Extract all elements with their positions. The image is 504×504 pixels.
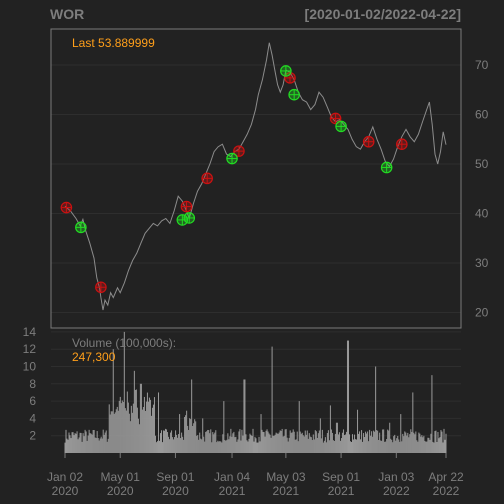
sell-signals [60,72,408,294]
x-tick-label-year: 2020 [107,484,134,498]
x-tick-label-year: 2022 [383,484,410,498]
volume-bars [64,331,447,453]
buy-signal-marker [280,65,292,77]
sell-signal-marker [233,145,245,157]
volume-tick-label: 6 [29,394,36,408]
volume-tick-label: 8 [29,377,36,391]
buy-signal-marker [75,221,87,234]
x-tick-label-date: Sep 01 [156,470,194,484]
buy-signal-marker [380,161,393,174]
x-tick-label-date: Apr 22 [428,470,464,484]
sell-signal-marker [60,201,73,214]
sell-signal-marker [95,281,107,294]
x-tick-label-date: Jan 04 [214,470,250,484]
buy-signal-marker [226,152,238,165]
volume-tick-label: 4 [29,411,36,425]
x-tick-label-year: 2020 [162,484,189,498]
x-tick-label-date: May 01 [101,470,141,484]
volume-tick-label: 10 [23,360,37,374]
x-tick-label-year: 2020 [52,484,79,498]
x-tick-label-year: 2021 [328,484,355,498]
x-tick-label-date: Jan 03 [378,470,414,484]
price-tick-label: 20 [475,306,489,320]
buy-signal-marker [183,212,196,224]
price-grid [51,64,461,313]
buy-signal-marker [335,120,347,133]
x-tick-label-date: Jan 02 [47,470,83,484]
ticker-title: WOR [50,6,84,22]
sell-signal-marker [329,112,342,125]
price-tick-label: 40 [475,207,489,221]
buy-signals [75,65,393,234]
price-tick-label: 50 [475,157,489,171]
price-tick-label: 70 [475,58,489,72]
x-tick-label-year: 2021 [273,484,300,498]
volume-last-value: 247,300 [72,350,116,364]
sell-signal-marker [396,138,408,150]
sell-signal-marker [180,200,193,213]
price-y-axis: 20 30 40 50 60 70 [475,58,489,320]
price-tick-label: 60 [475,108,489,122]
sell-signal-marker [362,135,375,148]
buy-signal-marker [176,214,189,226]
x-tick-label-year: 2022 [433,484,460,498]
last-price-label: Last 53.889999 [72,36,155,50]
volume-tick-label: 12 [23,342,37,356]
date-range: [2020-01-02/2022-04-22] [305,6,461,22]
price-tick-label: 30 [475,256,489,270]
buy-signal-marker [288,88,300,101]
x-tick-label-year: 2021 [219,484,246,498]
volume-title: Volume (100,000s): [72,336,176,350]
x-tick-label-date: Sep 01 [322,470,360,484]
sell-signal-marker [201,172,213,185]
volume-tick-label: 14 [23,325,37,339]
volume-tick-label: 2 [29,429,36,443]
x-tick-label-date: May 03 [266,470,306,484]
volume-y-axis: 2 4 6 8 10 12 14 [23,325,37,443]
